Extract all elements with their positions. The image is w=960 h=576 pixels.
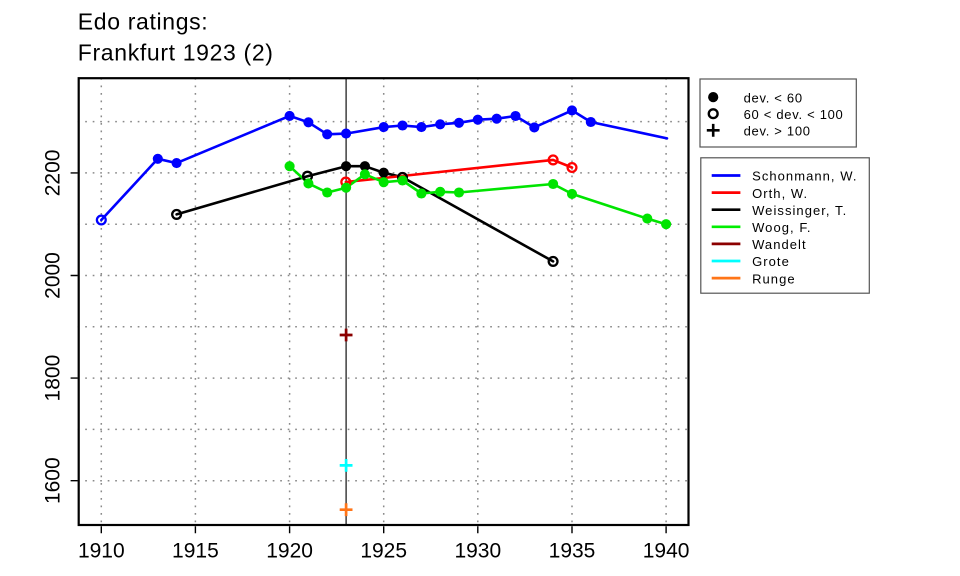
svg-text:Schonmann, W.: Schonmann, W. — [752, 169, 857, 184]
svg-text:1920: 1920 — [266, 539, 313, 562]
svg-text:dev. > 100: dev. > 100 — [744, 124, 811, 139]
svg-text:Grote: Grote — [752, 254, 790, 269]
svg-text:1600: 1600 — [42, 457, 65, 504]
svg-text:Weissinger, T.: Weissinger, T. — [752, 203, 847, 218]
svg-text:1800: 1800 — [42, 355, 65, 402]
svg-text:1940: 1940 — [643, 539, 690, 562]
svg-text:2200: 2200 — [42, 150, 65, 197]
svg-text:Edo ratings:: Edo ratings: — [78, 9, 209, 35]
svg-text:2000: 2000 — [42, 252, 65, 299]
svg-text:1930: 1930 — [454, 539, 501, 562]
svg-text:1935: 1935 — [549, 539, 596, 562]
svg-text:dev. < 60: dev. < 60 — [744, 90, 803, 105]
svg-text:Wandelt: Wandelt — [752, 237, 807, 252]
svg-text:Runge: Runge — [752, 271, 796, 286]
svg-text:Woog, F.: Woog, F. — [752, 220, 811, 235]
svg-text:1925: 1925 — [360, 539, 407, 562]
svg-text:60 < dev. < 100: 60 < dev. < 100 — [744, 107, 844, 122]
svg-text:Orth, W.: Orth, W. — [752, 186, 808, 201]
svg-text:Frankfurt 1923 (2): Frankfurt 1923 (2) — [78, 39, 274, 65]
svg-text:1915: 1915 — [172, 539, 219, 562]
svg-text:1910: 1910 — [78, 539, 125, 562]
